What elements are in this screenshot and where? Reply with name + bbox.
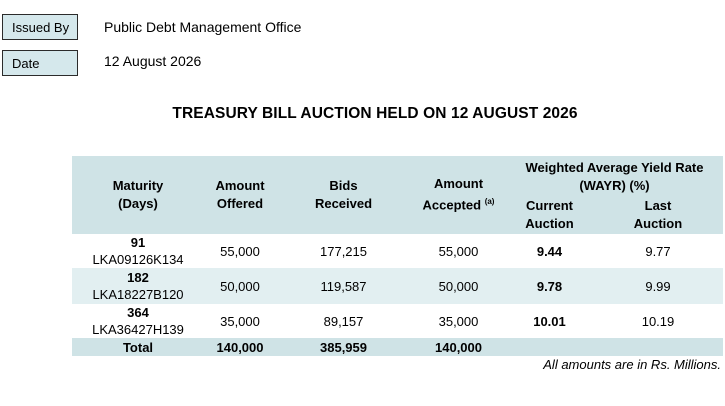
row-last: 9.99	[593, 268, 723, 304]
table-row: 91 LKA09126K134 55,000 177,215 55,000 9.…	[72, 234, 723, 268]
row-bids: 119,587	[276, 268, 411, 304]
row-isin: LKA18227B120	[92, 287, 184, 302]
row-last: 9.77	[593, 234, 723, 268]
row-days: 364	[127, 305, 149, 320]
table-row: 182 LKA18227B120 50,000 119,587 50,000 9…	[72, 268, 723, 304]
row-accepted: 55,000	[411, 234, 506, 268]
header-accepted-label: Amount	[433, 176, 484, 192]
row-isin: LKA09126K134	[92, 252, 184, 267]
row-current: 9.44	[506, 234, 593, 268]
row-accepted: 35,000	[411, 304, 506, 338]
header-current-label: Current	[526, 198, 573, 213]
header-offered-sub: Offered	[216, 196, 264, 211]
header-last: Last Auction	[593, 196, 723, 234]
header-maturity-label: Maturity	[112, 178, 164, 193]
issued-by-value: Public Debt Management Office	[104, 19, 302, 35]
row-current: 10.01	[506, 304, 593, 338]
header-offered-label: Amount	[215, 178, 265, 193]
header-wayr-sub: (WAYR) (%)	[579, 178, 650, 193]
row-last: 10.19	[593, 304, 723, 338]
total-offered: 140,000	[204, 338, 276, 356]
date-label: Date	[2, 50, 78, 76]
issued-by-label: Issued By	[2, 14, 78, 40]
amounts-note: All amounts are in Rs. Millions.	[543, 357, 721, 372]
header-accepted-sub: Accepted	[422, 197, 482, 213]
row-days: 182	[127, 270, 149, 285]
row-bids: 89,157	[276, 304, 411, 338]
row-days: 91	[130, 235, 146, 250]
row-offered: 35,000	[204, 304, 276, 338]
header-offered: Amount Offered	[204, 156, 276, 234]
auction-table: Maturity (Days) Amount Offered Bids Rece…	[72, 156, 723, 356]
total-current-empty	[506, 338, 593, 356]
row-maturity: 364 LKA36427H139	[72, 304, 204, 338]
total-last-empty	[593, 338, 723, 356]
header-last-sub: Auction	[633, 216, 683, 231]
total-bids: 385,959	[276, 338, 411, 356]
table-row: 364 LKA36427H139 35,000 89,157 35,000 10…	[72, 304, 723, 338]
row-accepted: 50,000	[411, 268, 506, 304]
header-wayr: Weighted Average Yield Rate (WAYR) (%)	[506, 156, 723, 196]
date-value: 12 August 2026	[104, 53, 202, 69]
header-row-2: Current Auction Last Auction	[72, 196, 723, 234]
header-accepted-note: (a)	[484, 197, 495, 207]
page-title: TREASURY BILL AUCTION HELD ON 12 AUGUST …	[172, 105, 578, 122]
total-label: Total	[72, 338, 204, 356]
row-offered: 50,000	[204, 268, 276, 304]
header-bids-label: Bids	[329, 178, 358, 193]
total-row: Total 140,000 385,959 140,000	[72, 338, 723, 356]
header-maturity-sub: (Days)	[118, 196, 158, 211]
header-bids-sub: Received	[314, 196, 373, 211]
header-row-1: Maturity (Days) Amount Offered Bids Rece…	[72, 156, 723, 234]
header-current: Current Auction	[506, 196, 593, 234]
header-current-sub: Auction	[525, 216, 574, 231]
total-accepted: 140,000	[411, 338, 506, 356]
row-offered: 55,000	[204, 234, 276, 268]
row-maturity: 182 LKA18227B120	[72, 268, 204, 304]
row-isin: LKA36427H139	[92, 322, 184, 337]
row-bids: 177,215	[276, 234, 411, 268]
header-accepted: Amount Accepted (a)	[411, 156, 506, 234]
row-current: 9.78	[506, 268, 593, 304]
header-bids: Bids Received	[276, 156, 411, 234]
header-last-label: Last	[644, 198, 672, 213]
header-wayr-label: Weighted Average Yield Rate	[525, 160, 704, 175]
row-maturity: 91 LKA09126K134	[72, 234, 204, 268]
header-maturity: Maturity (Days)	[72, 156, 204, 234]
